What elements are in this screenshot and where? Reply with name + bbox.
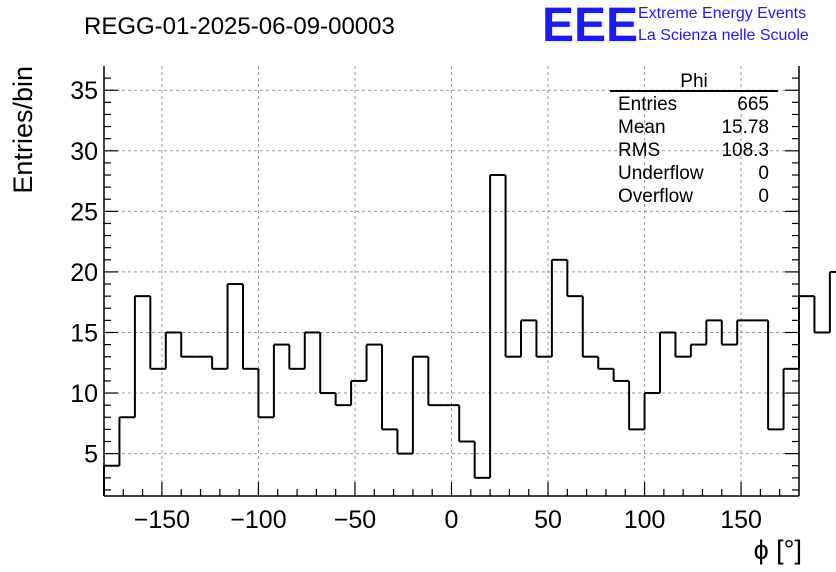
stats-overflow-value: 0 (758, 186, 769, 207)
y-tick-labels: 5 10 15 20 25 30 35 (70, 77, 98, 468)
y-tick-label: 15 (70, 319, 98, 347)
y-tick-label: 30 (70, 138, 98, 166)
x-tick-label: 100 (624, 506, 666, 534)
eee-logo-line1: Extreme Energy Events (638, 5, 806, 22)
stats-underflow-label: Underflow (618, 163, 704, 184)
stats-mean-label: Mean (618, 117, 666, 138)
eee-logo: EEE Extreme Energy Events La Scienza nel… (542, 0, 809, 52)
x-tick-label: −100 (230, 506, 286, 534)
stats-box-title: Phi (680, 71, 707, 92)
x-tick-label: 150 (720, 506, 762, 534)
axes (103, 66, 800, 497)
x-tick-label: 50 (534, 506, 562, 534)
stats-entries-value: 665 (737, 94, 769, 115)
grid-lines (104, 66, 799, 496)
chart-title: REGG-01-2025-06-09-00003 (84, 13, 395, 40)
x-axis-label: ϕ [°] (754, 535, 802, 565)
stats-rms-value: 108.3 (721, 140, 769, 161)
y-tick-label: 25 (70, 198, 98, 226)
stats-rms-label: RMS (618, 140, 660, 161)
eee-logo-mark: EEE (542, 0, 638, 52)
stats-underflow-value: 0 (758, 163, 769, 184)
y-tick-label: 20 (70, 259, 98, 287)
stats-overflow-label: Overflow (618, 186, 693, 207)
y-tick-label: 35 (70, 77, 98, 105)
stats-box: Phi Entries 665 Mean 15.78 RMS 108.3 Und… (610, 71, 778, 207)
x-tick-label: −50 (334, 506, 376, 534)
y-axis-label: Entries/bin (8, 66, 38, 194)
x-tick-label: −150 (134, 506, 190, 534)
x-tick-label: 0 (445, 506, 459, 534)
y-tick-label: 10 (70, 380, 98, 408)
y-tick-label: 5 (84, 441, 98, 469)
x-tick-labels: −150 −100 −50 0 50 100 150 (134, 506, 762, 534)
eee-logo-line2: La Scienza nelle Scuole (638, 27, 809, 44)
stats-entries-label: Entries (618, 94, 677, 115)
stats-mean-value: 15.78 (721, 117, 769, 138)
